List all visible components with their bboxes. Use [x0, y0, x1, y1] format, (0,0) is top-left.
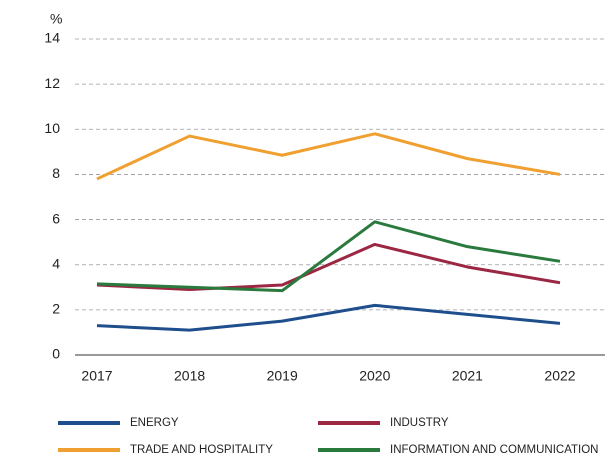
line-series [96, 242, 561, 292]
x-tick-label: 2018 [174, 368, 205, 384]
x-tick-label: 2021 [452, 368, 483, 384]
x-tick-label: 2017 [81, 368, 112, 384]
line-series [96, 303, 561, 332]
y-tick-label: 2 [52, 301, 60, 317]
legend-label: ENERGY [130, 417, 179, 429]
legend-label: INFORMATION AND COMMUNICATION [390, 444, 598, 456]
x-tick-label: 2020 [359, 368, 390, 384]
legend-label: INDUSTRY [390, 417, 449, 429]
x-tick-label: 2019 [267, 368, 298, 384]
y-tick-label: 0 [52, 346, 60, 362]
y-axis-unit: % [50, 11, 62, 27]
line-series [96, 132, 561, 181]
y-tick-label: 12 [44, 75, 60, 91]
y-tick-label: 6 [52, 210, 60, 226]
legend-label: TRADE AND HOSPITALITY [130, 444, 273, 456]
y-tick-label: 10 [44, 120, 60, 136]
y-tick-label: 14 [44, 30, 60, 46]
x-tick-label: 2022 [544, 368, 575, 384]
y-tick-label: 4 [52, 255, 60, 271]
line-series [96, 220, 561, 293]
y-tick-label: 8 [52, 165, 60, 181]
